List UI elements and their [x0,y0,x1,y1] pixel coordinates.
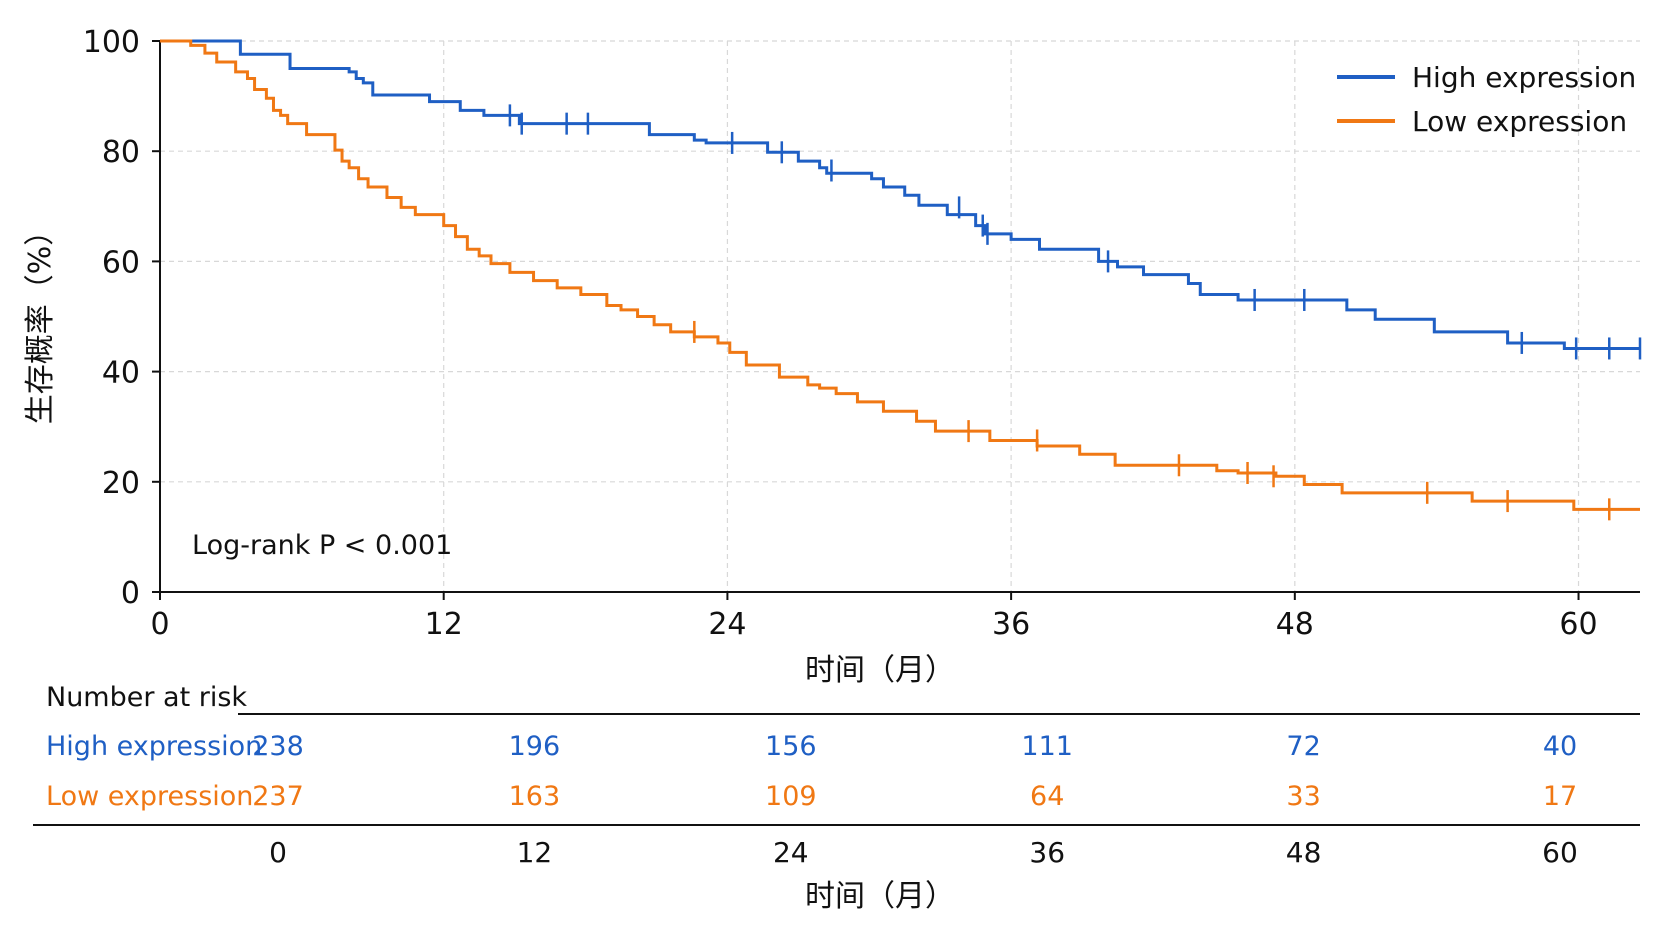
risk-count-high-expression: 156 [765,731,817,762]
legend-label-high-expression: High expression [1412,61,1636,94]
legend-label-low-expression: Low expression [1412,105,1627,138]
high-expression-curve [160,39,1640,350]
x-tick-label: 12 [425,607,463,642]
y-tick-label: 0 [121,576,140,611]
x-tick-label: 48 [1276,607,1314,642]
risk-count-low-expression: 17 [1543,781,1577,812]
risk-x-tick-label: 24 [773,836,809,869]
legend: High expression Low expression [1337,61,1636,138]
low-expression-curve [160,39,1640,511]
risk-count-high-expression: 238 [252,731,304,762]
risk-x-tick-label: 0 [269,836,287,869]
risk-count-low-expression: 109 [765,781,817,812]
risk-table-title: Number at risk [46,682,247,713]
y-tick-label: 100 [83,25,140,60]
x-tick-label: 0 [150,607,169,642]
risk-count-high-expression: 40 [1543,731,1577,762]
logrank-annotation: Log-rank P < 0.001 [192,530,452,561]
risk-table-x-axis-title: 时间（月） [805,879,955,914]
risk-x-tick-label: 60 [1542,836,1578,869]
risk-count-high-expression: 72 [1286,731,1320,762]
risk-count-low-expression: 64 [1030,781,1064,812]
risk-row-label-high-expression: High expression [46,731,262,762]
risk-count-low-expression: 33 [1286,781,1320,812]
y-tick-label: 40 [102,356,140,391]
y-tick-label: 20 [102,466,140,501]
y-axis-title: 生存概率（%） [23,216,58,425]
risk-x-tick-label: 36 [1029,836,1065,869]
y-tick-label: 60 [102,245,140,280]
x-axis-title: 时间（月） [805,653,955,688]
x-tick-label: 36 [992,607,1030,642]
risk-count-low-expression: 163 [509,781,561,812]
y-tick-label: 80 [102,135,140,170]
risk-x-tick-label: 12 [517,836,553,869]
risk-count-high-expression: 111 [1021,731,1073,762]
risk-count-high-expression: 196 [509,731,561,762]
x-tick-label: 60 [1559,607,1597,642]
x-tick-label: 24 [708,607,746,642]
risk-count-low-expression: 237 [252,781,304,812]
risk-row-label-low-expression: Low expression [46,781,253,812]
risk-x-tick-label: 48 [1286,836,1322,869]
